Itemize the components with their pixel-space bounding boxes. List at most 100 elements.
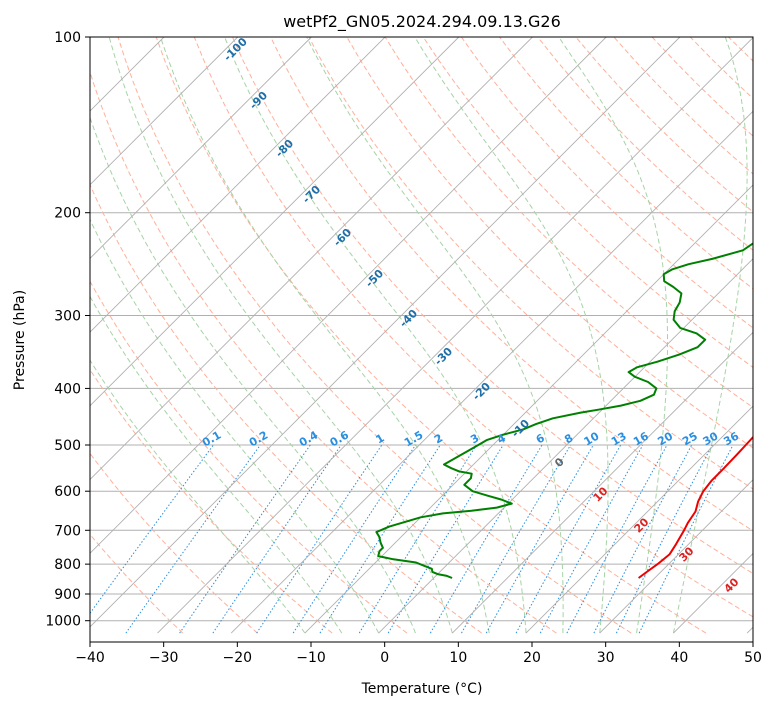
x-tick-label: −10 [296,650,326,666]
isotherm-line [90,37,681,628]
mixing-ratio-label: 25 [680,429,700,448]
y-tick-label: 900 [54,587,81,603]
x-tick-label: 20 [523,650,541,666]
isotherm-line [90,37,239,186]
x-tick-label: 10 [449,650,467,666]
adiabat-lines [90,37,775,634]
moist-adiabat [224,37,527,634]
moist-adiabat [672,37,748,634]
mixing-ratio-line [566,444,668,634]
isotherm-label: -80 [273,137,296,160]
isotherm-label: 30 [677,544,697,564]
mixing-ratio-line [593,444,693,634]
isotherm-line [90,37,460,407]
line-labels: 0.1 0.2 0.4 0.6 1 1.5 2 3 4 6 8 10 13 16 20 25 30 36-100-… [200,35,742,596]
mixing-ratio-label: 1.5 [402,428,425,449]
isotherm-line [90,37,312,260]
mixing-ratio-line [539,444,644,634]
y-tick-label: 700 [54,523,81,539]
dry-adiabat [499,37,753,290]
mixing-ratio-line [429,444,543,634]
mixing-ratio-line [212,444,342,634]
x-tick-label: 50 [744,650,762,666]
isotherm-line [378,258,753,634]
x-tick-label: 30 [597,650,615,666]
isotherm-line [525,405,753,634]
dry-adiabat [651,37,753,137]
isotherm-line [304,184,753,634]
mixing-ratio-line [515,444,622,634]
isotherm-line [599,479,753,634]
mixing-ratio-lines [90,444,734,634]
isotherm-line [90,37,533,481]
plot-frame [89,36,754,643]
y-axis-ticks: 100 200 300 400 500 600 700 800 900 1000 [45,30,90,630]
mixing-ratio-label: 8 [562,431,575,446]
y-tick-label: 200 [54,206,81,222]
mixing-ratio-label: 2 [432,431,445,446]
dry-adiabat [90,280,408,634]
mixing-ratio-line [638,444,734,634]
mixing-ratio-label: 1 [373,431,386,446]
isotherm-label: -70 [300,183,323,206]
y-tick-label: 500 [54,438,81,454]
dry-adiabat [728,37,753,62]
mixing-ratio-line [615,444,713,634]
isotherm-line [452,331,753,634]
mixing-ratio-label: 30 [701,429,721,448]
moist-adiabat [160,37,490,634]
mixing-ratio-label: 0.6 [328,428,352,449]
moist-adiabat [108,37,453,634]
mixing-ratio-label: 16 [631,429,651,448]
mixing-ratio-label: 10 [582,429,602,448]
dry-adiabat [460,37,753,329]
mixing-ratio-line [125,444,261,634]
mixing-ratio-label: 0.1 [200,428,223,449]
isotherm-line [746,626,753,634]
dry-adiabat [537,37,753,251]
mixing-ratio-line [461,444,572,634]
dry-adiabat [270,37,753,532]
isotherm-label: -30 [432,345,455,368]
mixing-ratio-line [292,444,416,634]
dry-adiabat [155,37,707,634]
moist-adiabat [90,295,343,634]
mixing-ratio-line [319,444,441,634]
dewpoint-profile-line [375,242,753,579]
isotherm-label: -60 [331,226,354,249]
dry-adiabat [308,37,753,490]
moist-adiabat [90,359,306,634]
x-axis-label: Temperature (°C) [361,681,483,697]
dry-adiabat [767,37,775,633]
x-tick-label: 40 [670,650,688,666]
x-axis-ticks: −40 −30 −20 −10 0 10 20 30 40 50 [75,642,762,666]
isotherm-line [230,110,753,634]
isotherm-line [90,37,607,554]
y-axis-label: Pressure (hPa) [12,290,28,390]
mixing-ratio-label: 0.2 [247,428,270,449]
mixing-ratio-label: 0.4 [297,428,321,449]
mixing-ratio-label: 36 [721,429,741,448]
mixing-ratio-line [90,444,214,615]
mixing-ratio-line [179,444,311,634]
skewed-isotherms [90,37,753,634]
x-tick-label: −30 [149,650,179,666]
mixing-ratio-line [485,444,594,634]
x-tick-label: −40 [75,650,105,666]
mixing-ratio-line [256,444,383,634]
isotherm-label: 20 [632,515,652,535]
y-tick-label: 400 [54,381,81,397]
isotherm-label: -10 [509,417,532,440]
pressure-gridlines [90,36,753,622]
moist-adiabat [90,218,380,634]
y-tick-label: 800 [54,557,81,573]
isotherm-label: -20 [470,380,493,403]
mixing-ratio-label: 20 [655,429,675,448]
dry-adiabat [90,70,557,634]
mixing-ratio-label: 6 [534,431,547,446]
isotherm-label: 0 [552,455,567,470]
dry-adiabat [90,533,184,634]
moist-adiabat [414,37,609,634]
mixing-ratio-label: 13 [609,430,629,449]
